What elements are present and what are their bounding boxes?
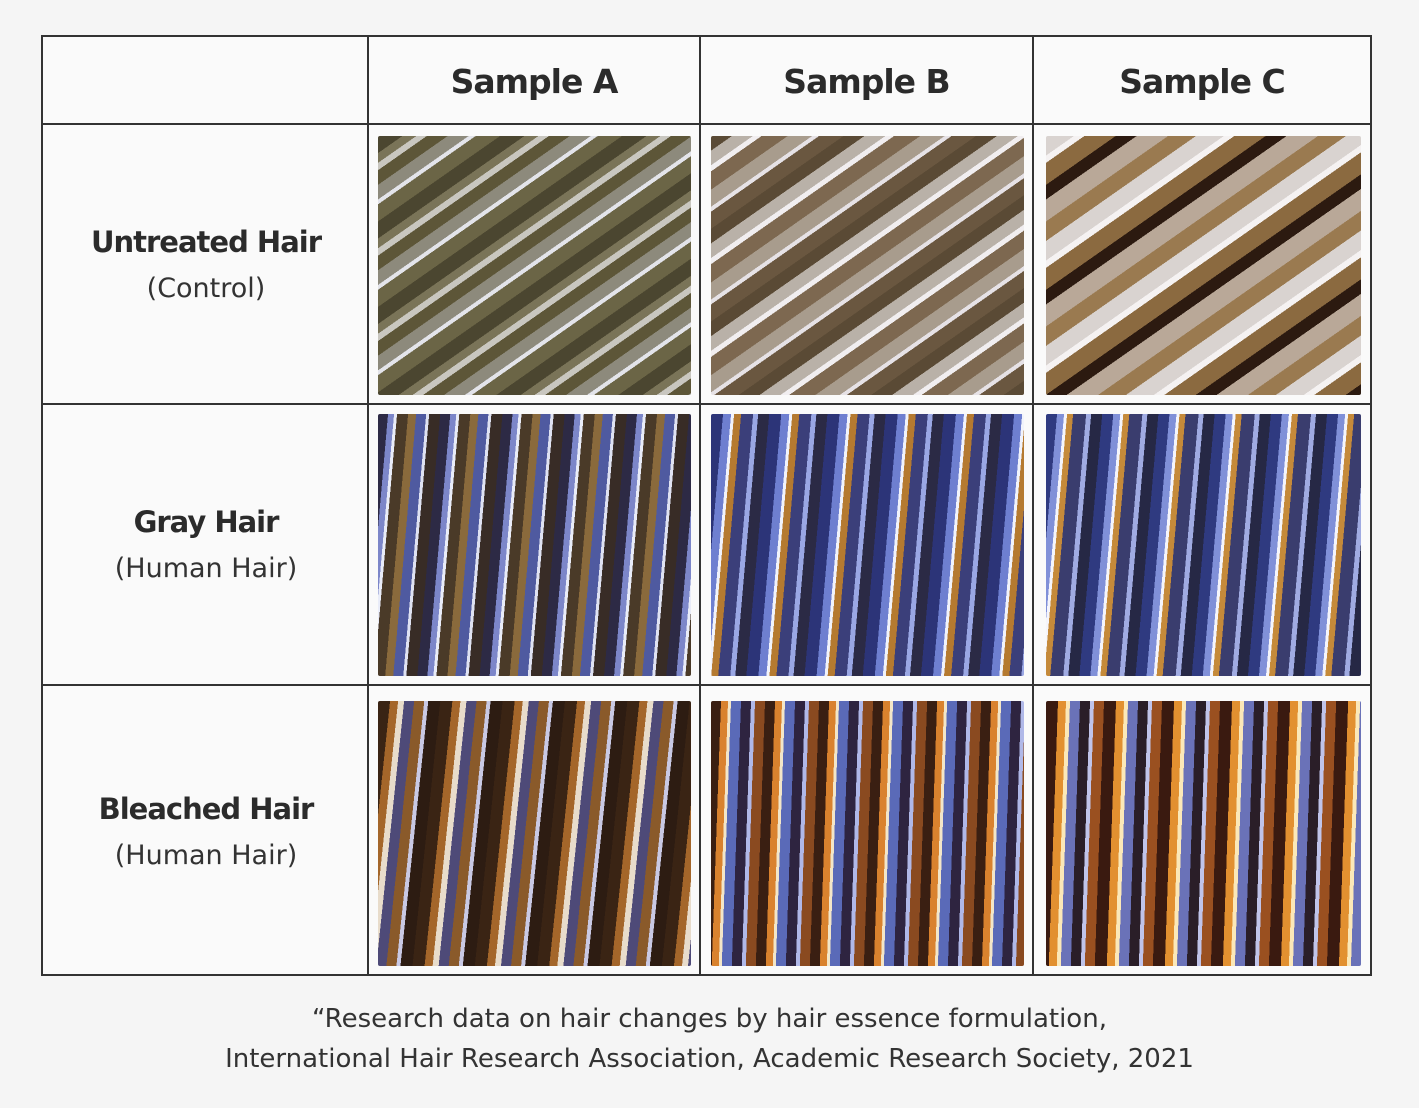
caption-line: International Hair Research Association,… — [225, 1044, 1194, 1074]
micrograph — [378, 701, 691, 966]
divider — [1032, 37, 1034, 974]
caption-line: “Research data on hair changes by hair e… — [312, 1004, 1107, 1034]
column-header: Sample C — [1119, 61, 1285, 101]
row-header: Untreated Hair (Control) — [43, 125, 369, 403]
micrograph — [1046, 414, 1361, 676]
divider — [43, 684, 1370, 686]
row-title: Untreated Hair — [90, 224, 322, 259]
row-title: Bleached Hair — [98, 791, 315, 826]
comparison-table: Sample A Sample B Sample C Untreated Hai… — [41, 35, 1372, 976]
row-subtitle: (Human Hair) — [114, 839, 298, 871]
divider — [43, 123, 1370, 125]
divider — [699, 37, 701, 974]
divider — [43, 403, 1370, 405]
row-subtitle: (Human Hair) — [114, 553, 298, 584]
micrograph — [711, 414, 1024, 676]
divider — [367, 37, 369, 974]
micrograph — [711, 701, 1024, 966]
row-subtitle: (Control) — [146, 272, 266, 304]
row-header: Gray Hair (Human Hair) — [43, 405, 369, 684]
row-title: Gray Hair — [133, 505, 280, 539]
micrograph — [1046, 136, 1361, 395]
column-header: Sample B — [783, 61, 950, 101]
micrograph — [711, 136, 1024, 395]
micrograph — [1046, 701, 1361, 966]
micrograph — [378, 414, 691, 676]
column-header: Sample A — [450, 61, 619, 101]
row-header: Bleached Hair (Human Hair) — [43, 686, 369, 976]
micrograph — [378, 136, 691, 395]
